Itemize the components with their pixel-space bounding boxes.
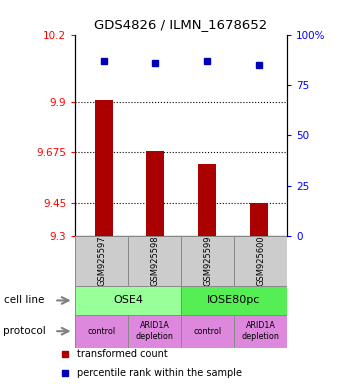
Text: OSE4: OSE4 [113,295,143,306]
Text: GSM925600: GSM925600 [256,236,265,286]
Text: cell line: cell line [4,295,44,306]
Bar [181,286,287,315]
Text: GSM925599: GSM925599 [203,236,212,286]
Bar [181,236,234,286]
Bar [94,99,113,236]
Text: GSM925597: GSM925597 [97,236,106,286]
Bar [128,315,181,348]
Bar [75,286,181,315]
Bar [146,151,164,236]
Text: percentile rank within the sample: percentile rank within the sample [77,367,243,377]
Text: control: control [88,327,116,336]
Bar [234,236,287,286]
Text: protocol: protocol [4,326,46,336]
Text: transformed count: transformed count [77,349,168,359]
Bar [181,315,234,348]
Text: IOSE80pc: IOSE80pc [207,295,261,306]
Bar [128,236,181,286]
Title: GDS4826 / ILMN_1678652: GDS4826 / ILMN_1678652 [94,18,268,31]
Bar [75,236,128,286]
Text: ARID1A
depletion: ARID1A depletion [136,321,174,341]
Bar [234,315,287,348]
Text: ARID1A
depletion: ARID1A depletion [241,321,279,341]
Text: control: control [194,327,222,336]
Bar [75,315,128,348]
Text: GSM925598: GSM925598 [150,236,159,286]
Bar [198,164,216,236]
Bar [250,203,268,236]
